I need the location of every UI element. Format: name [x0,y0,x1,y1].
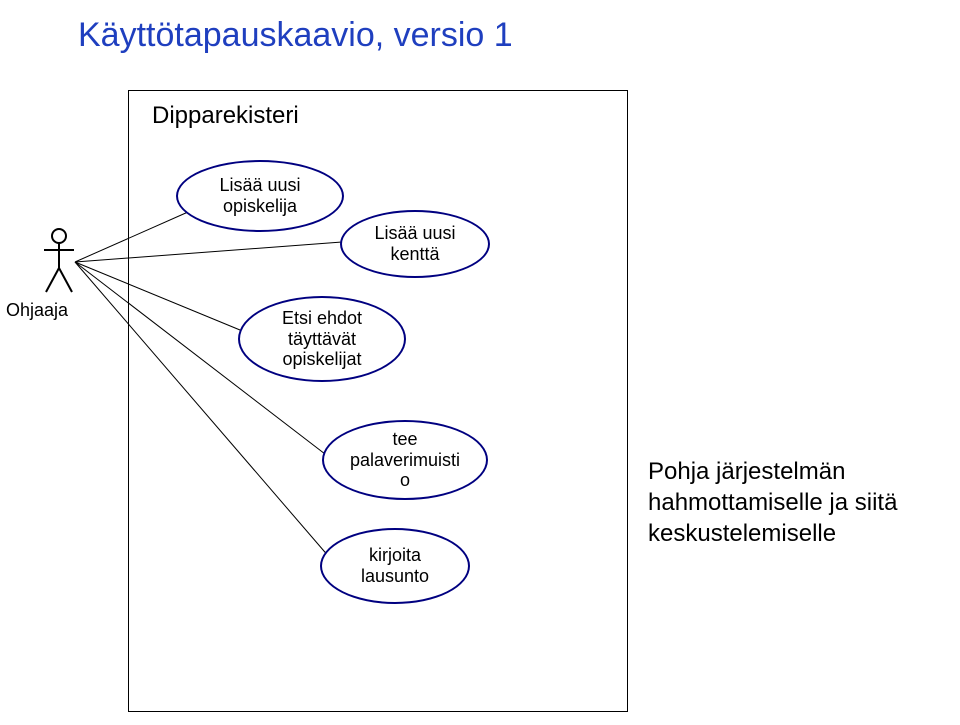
system-label-text: Dipparekisteri [152,102,299,129]
page-title: Käyttötapauskaavio, versio 1 [78,16,513,55]
usecase-add-student: Lisää uusiopiskelija [176,160,344,232]
caption-text: Pohja järjestelmänhahmottamiselle ja sii… [648,456,897,550]
actor-label-text: Ohjaaja [6,300,68,320]
system-label: Dipparekisteri [152,102,299,130]
usecase-meeting-notes: teepalaverimuistio [322,420,488,500]
diagram-stage: Käyttötapauskaavio, versio 1 Dipparekist… [0,0,960,725]
usecase-label: kirjoitalausunto [361,545,429,586]
actor-label: Ohjaaja [6,300,68,321]
usecase-label: Lisää uusiopiskelija [219,175,300,216]
usecase-label: Etsi ehdottäyttävätopiskelijat [282,308,362,370]
caption-content: Pohja järjestelmänhahmottamiselle ja sii… [648,458,897,547]
usecase-search-students: Etsi ehdottäyttävätopiskelijat [238,296,406,382]
usecase-label: teepalaverimuistio [350,429,460,491]
usecase-add-field: Lisää uusikenttä [340,210,490,278]
actor-icon [42,228,76,294]
page-title-text: Käyttötapauskaavio, versio 1 [78,16,513,54]
usecase-label: Lisää uusikenttä [374,223,455,264]
usecase-write-statement: kirjoitalausunto [320,528,470,604]
